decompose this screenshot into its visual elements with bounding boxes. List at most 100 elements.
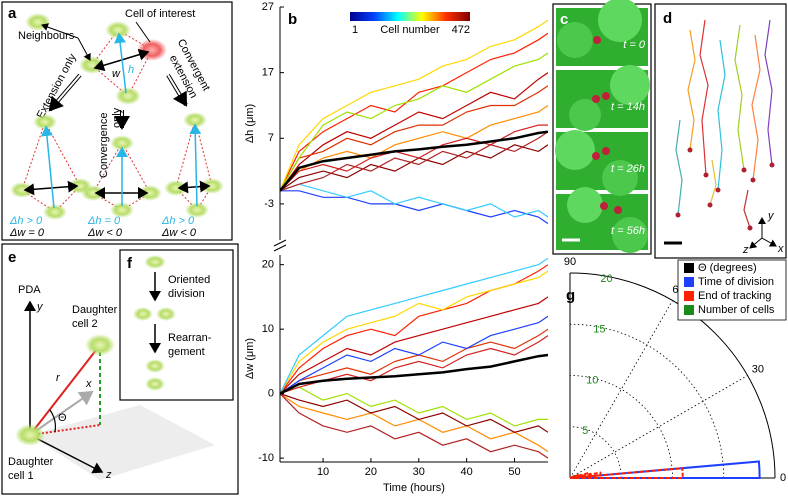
- track: [743, 189, 751, 229]
- w-arrow: [177, 180, 211, 194]
- step-label: gement: [168, 346, 205, 358]
- r-line: [29, 344, 101, 436]
- panel-e: e PDA y Daughter cell 2 r x Θ Daughter c…: [1, 243, 239, 495]
- image-blob: [557, 22, 593, 58]
- case-label: Δh > 0: [9, 215, 43, 227]
- track-end: [715, 187, 721, 193]
- cell: [156, 307, 176, 321]
- track-end: [707, 202, 713, 208]
- case-label: Δh > 0: [161, 215, 195, 227]
- data-line: [280, 393, 548, 459]
- track: [699, 19, 709, 176]
- plane: [30, 405, 215, 480]
- cell-label: cell 2: [72, 318, 98, 330]
- diamonds: [10, 112, 224, 220]
- panel-f: f Oriented division Rearran- gement: [119, 249, 234, 401]
- panel-c: c t = 0 t = 14h t = 26h t = 56h: [552, 0, 652, 255]
- track-end: [750, 177, 756, 183]
- y-tick-label: 27: [262, 1, 274, 13]
- axis-break: [273, 239, 287, 252]
- x-tick-label: 10: [317, 466, 329, 478]
- y-tick-label: 20: [262, 259, 274, 271]
- r-tick-label: 5: [582, 425, 588, 437]
- track-end: [675, 212, 681, 218]
- data-line: [280, 190, 548, 225]
- panel-b: b 1 Cell number 472: [273, 11, 470, 252]
- case-label: Δw < 0: [161, 227, 197, 239]
- nucleus: [602, 92, 610, 100]
- nucleus: [614, 206, 622, 214]
- track-end: [769, 162, 775, 168]
- convergence-only-label: only: [111, 107, 123, 128]
- h-label: h: [128, 64, 134, 76]
- panel-g: g: [566, 287, 575, 304]
- theta-tick-label: 30: [752, 363, 764, 375]
- polar-bar: [569, 471, 592, 479]
- flow-arrow: [167, 74, 188, 107]
- panel-frame: [552, 3, 652, 255]
- nucleus: [592, 95, 600, 103]
- axis-label: y: [767, 210, 775, 222]
- image-blob: [598, 0, 642, 42]
- time-label: t = 26h: [611, 163, 645, 175]
- cell-of-interest-label: Cell of interest: [125, 8, 195, 20]
- polar-bar: [569, 467, 684, 479]
- h-arrow: [114, 32, 127, 94]
- panel-label: b: [288, 11, 297, 28]
- x-axis-label: Time (hours): [383, 482, 445, 494]
- r-grid: [569, 426, 622, 479]
- panel-a: a Neighbours Cell of interest h w Extens…: [1, 1, 233, 241]
- case-label: Δw = 0: [9, 227, 45, 239]
- cell: [33, 114, 57, 130]
- nucleus: [593, 36, 601, 44]
- y-tick-label: -3: [264, 198, 274, 210]
- data-line: [280, 183, 548, 218]
- legend-label: Time of division: [698, 276, 774, 288]
- panel-frame: [119, 249, 234, 401]
- y-tick-label: 17: [262, 67, 274, 79]
- r-grid: [569, 272, 776, 479]
- h-arrow: [40, 125, 55, 209]
- legend-swatch: [684, 277, 694, 287]
- panel-frame: [1, 1, 233, 241]
- cell: [110, 202, 134, 218]
- flow-arrow: [48, 74, 81, 112]
- data-line: [280, 296, 548, 395]
- image-blob: [569, 99, 601, 131]
- theta-tick-label: 90: [564, 256, 576, 268]
- track: [687, 29, 696, 151]
- cell-label: Daughter: [8, 456, 54, 468]
- r-tick-label: 15: [593, 324, 605, 336]
- data-line: [280, 19, 548, 192]
- y-axis-label: Δh (μm): [244, 104, 256, 143]
- track: [675, 119, 683, 216]
- angle-arc: [49, 409, 56, 433]
- convergence-only-label: Convergence: [98, 113, 110, 178]
- y-tick-label: -10: [258, 452, 274, 464]
- polar-bar: [569, 460, 761, 479]
- panel-label: a: [8, 5, 17, 22]
- theta-tick-label: 0: [780, 472, 786, 484]
- axis-label: PDA: [18, 284, 41, 296]
- data-line: [280, 386, 548, 427]
- pointer: [135, 21, 151, 43]
- data-line: [280, 52, 548, 192]
- track-end: [687, 147, 693, 153]
- legend-swatch: [684, 305, 694, 315]
- track-end: [747, 225, 753, 231]
- panel-label: d: [663, 10, 672, 27]
- step-label: Rearran-: [168, 332, 212, 344]
- cell: [105, 21, 131, 39]
- line-series-group: [280, 19, 548, 225]
- legend-swatch: [684, 263, 694, 273]
- data-line: [280, 257, 548, 394]
- data-line: [280, 85, 548, 192]
- neighbours-label: Neighbours: [18, 30, 75, 42]
- data-line: [280, 32, 548, 192]
- panel-label: e: [8, 249, 16, 266]
- time-label: t = 56h: [611, 225, 645, 237]
- case-label: Δh = 0: [87, 215, 121, 227]
- image-blob: [612, 217, 648, 253]
- cell: [144, 255, 166, 269]
